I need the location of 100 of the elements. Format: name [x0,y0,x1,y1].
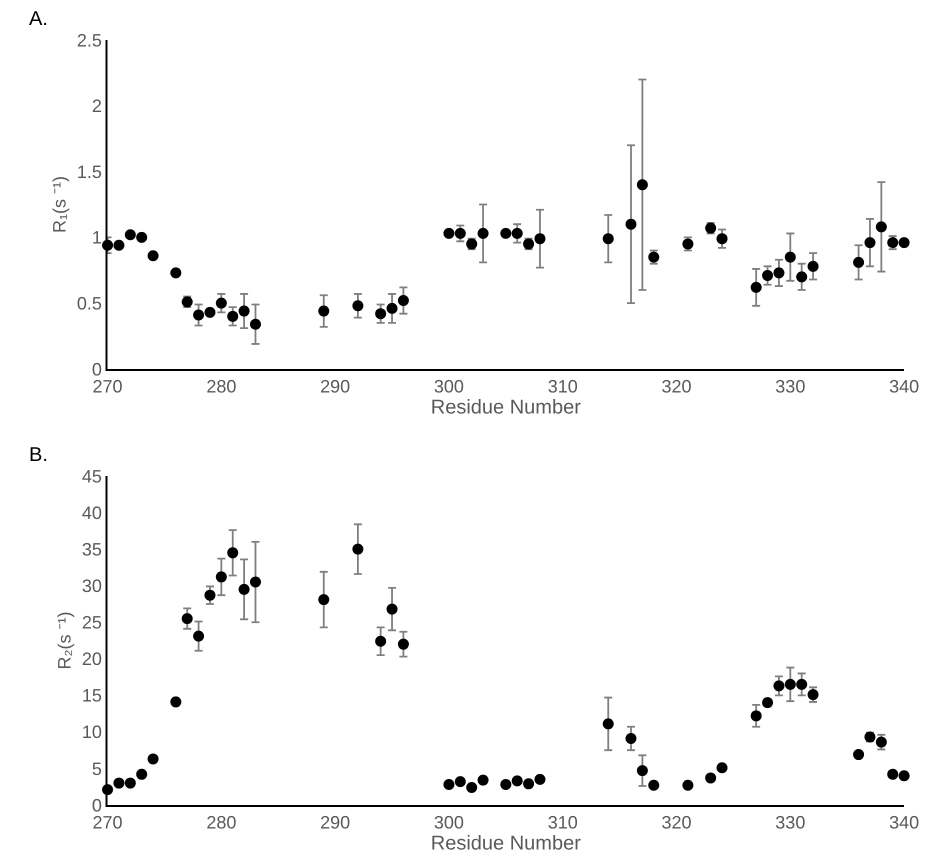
point [124,229,136,240]
point [216,571,227,582]
x-tick-label: 320 [661,376,692,397]
point [853,256,864,268]
y-tick-label: 10 [82,722,102,742]
point [648,780,660,791]
point [534,774,546,785]
point [500,779,512,790]
point [454,228,466,239]
point [454,776,466,788]
point [887,768,898,780]
y-tick-label: 1.5 [76,162,102,182]
point [398,295,409,306]
point [853,749,864,760]
y-tick-label: 35 [82,539,102,560]
x-tick-label: 280 [206,376,236,397]
point [386,604,398,615]
point [182,613,193,624]
point [602,718,614,730]
y-tick-label: 0 [92,795,102,816]
point [898,770,910,782]
point [113,240,124,251]
point [523,778,534,790]
point [705,772,716,784]
point [170,267,182,278]
y-tick-label: 2 [92,96,102,116]
point [204,306,216,318]
point [808,689,819,700]
y-tick-label: 40 [82,502,102,523]
x-tick-label: 330 [775,812,806,833]
point [136,232,148,243]
point [796,678,808,690]
point [773,680,784,692]
x-tick-label: 280 [206,812,236,833]
point [876,736,887,748]
y-tick-label: 15 [82,686,102,706]
y-tick-label: 20 [82,649,102,670]
x-tick-label: 300 [434,812,464,833]
x-tick-label: 290 [320,376,350,397]
y-tick-label: 5 [92,758,102,779]
chart-title: A. [29,8,48,30]
point [238,306,250,317]
x-tick-label: 320 [661,812,692,833]
point [773,267,784,278]
x-tick-label: 270 [92,812,123,833]
point [238,584,250,595]
point [636,765,648,776]
point [682,780,694,791]
point [227,310,238,322]
point [318,306,330,317]
point [478,228,489,239]
point [716,233,728,244]
point [113,778,124,789]
point [512,775,523,786]
x-tick-label: 340 [889,812,920,833]
y-axis-title: R₁(s ⁻¹) [50,176,70,234]
point [602,233,614,244]
point [466,782,478,793]
point [784,252,796,263]
x-tick-label: 270 [92,376,123,397]
x-tick-label: 300 [434,376,464,397]
x-tick-label: 310 [548,812,578,833]
y-tick-label: 0 [92,359,102,380]
point [512,228,523,239]
point [762,270,774,282]
point [193,630,204,642]
point [443,779,454,790]
y-axis-title: R₂(s ⁻¹) [54,612,75,670]
point [864,237,876,248]
point [636,179,648,190]
point [148,250,159,262]
point [227,547,238,558]
point [443,228,454,239]
x-axis-title: Residue Number [430,396,582,419]
y-tick-label: 2.5 [76,30,102,50]
point [375,636,386,647]
point [136,768,148,780]
point [352,544,364,555]
y-tick-label: 1 [92,228,102,248]
point [626,732,636,744]
point [898,237,910,248]
point [318,594,330,606]
point [398,638,409,650]
point [750,282,762,293]
point [500,228,512,239]
x-tick-label: 340 [889,376,920,397]
point [204,590,216,601]
chart-title: B. [29,444,48,466]
point [386,302,398,314]
point [876,221,887,232]
point [250,318,261,330]
point [478,774,489,786]
x-tick-label: 310 [548,376,578,397]
x-tick-label: 330 [775,376,806,397]
point [796,271,808,282]
y-tick-label: 45 [82,466,102,486]
x-tick-label: 290 [320,812,350,833]
point [216,298,227,309]
point [250,576,261,588]
point [784,678,796,690]
